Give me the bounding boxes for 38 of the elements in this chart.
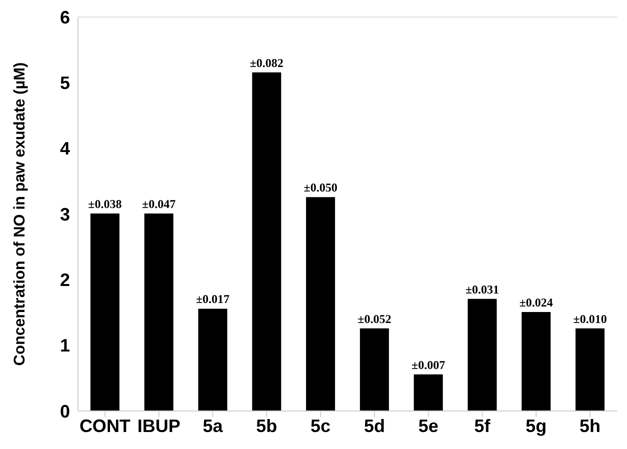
x-tick-label: 5g xyxy=(526,416,547,436)
y-tick-label: 1 xyxy=(60,336,70,356)
bar xyxy=(360,328,389,411)
x-tick-label: 5e xyxy=(418,416,438,436)
annotation: ±0.024 xyxy=(519,296,553,310)
annotation: ±0.031 xyxy=(465,282,500,296)
annotation: ±0.082 xyxy=(250,56,284,70)
bar xyxy=(522,312,551,411)
annotation: ±0.038 xyxy=(88,197,122,211)
x-tick-label: 5h xyxy=(580,416,601,436)
bar xyxy=(252,72,282,411)
bar xyxy=(90,214,120,411)
y-axis-title: Concentration of NO in paw exudate (µM) xyxy=(12,62,29,366)
bar xyxy=(306,197,336,411)
bar xyxy=(144,214,174,411)
y-tick-label: 0 xyxy=(60,401,70,422)
x-tick-label: IBUP xyxy=(137,416,180,436)
y-tick-label: 3 xyxy=(60,204,70,224)
annotation: ±0.007 xyxy=(412,358,446,372)
y-tick-label: 2 xyxy=(60,270,70,290)
x-tick-label: 5b xyxy=(256,416,278,436)
y-tick-label: 5 xyxy=(60,73,70,94)
bar xyxy=(198,308,228,411)
annotation: ±0.017 xyxy=(196,292,230,306)
x-tick-label: 5d xyxy=(364,416,385,436)
bar xyxy=(414,374,443,411)
annotation: ±0.047 xyxy=(142,197,176,211)
annotation: ±0.050 xyxy=(304,180,338,195)
y-tick-label: 4 xyxy=(60,138,70,159)
annotation: ±0.010 xyxy=(573,312,607,326)
y-tick-label: 6 xyxy=(60,7,70,28)
annotation: ±0.052 xyxy=(358,312,392,326)
bar xyxy=(468,298,497,411)
x-tick-label: 5c xyxy=(310,416,331,436)
bar xyxy=(576,328,605,411)
x-tick-label: CONT xyxy=(79,416,130,436)
x-tick-label: 5f xyxy=(474,416,492,436)
x-tick-label: 5a xyxy=(202,416,224,436)
